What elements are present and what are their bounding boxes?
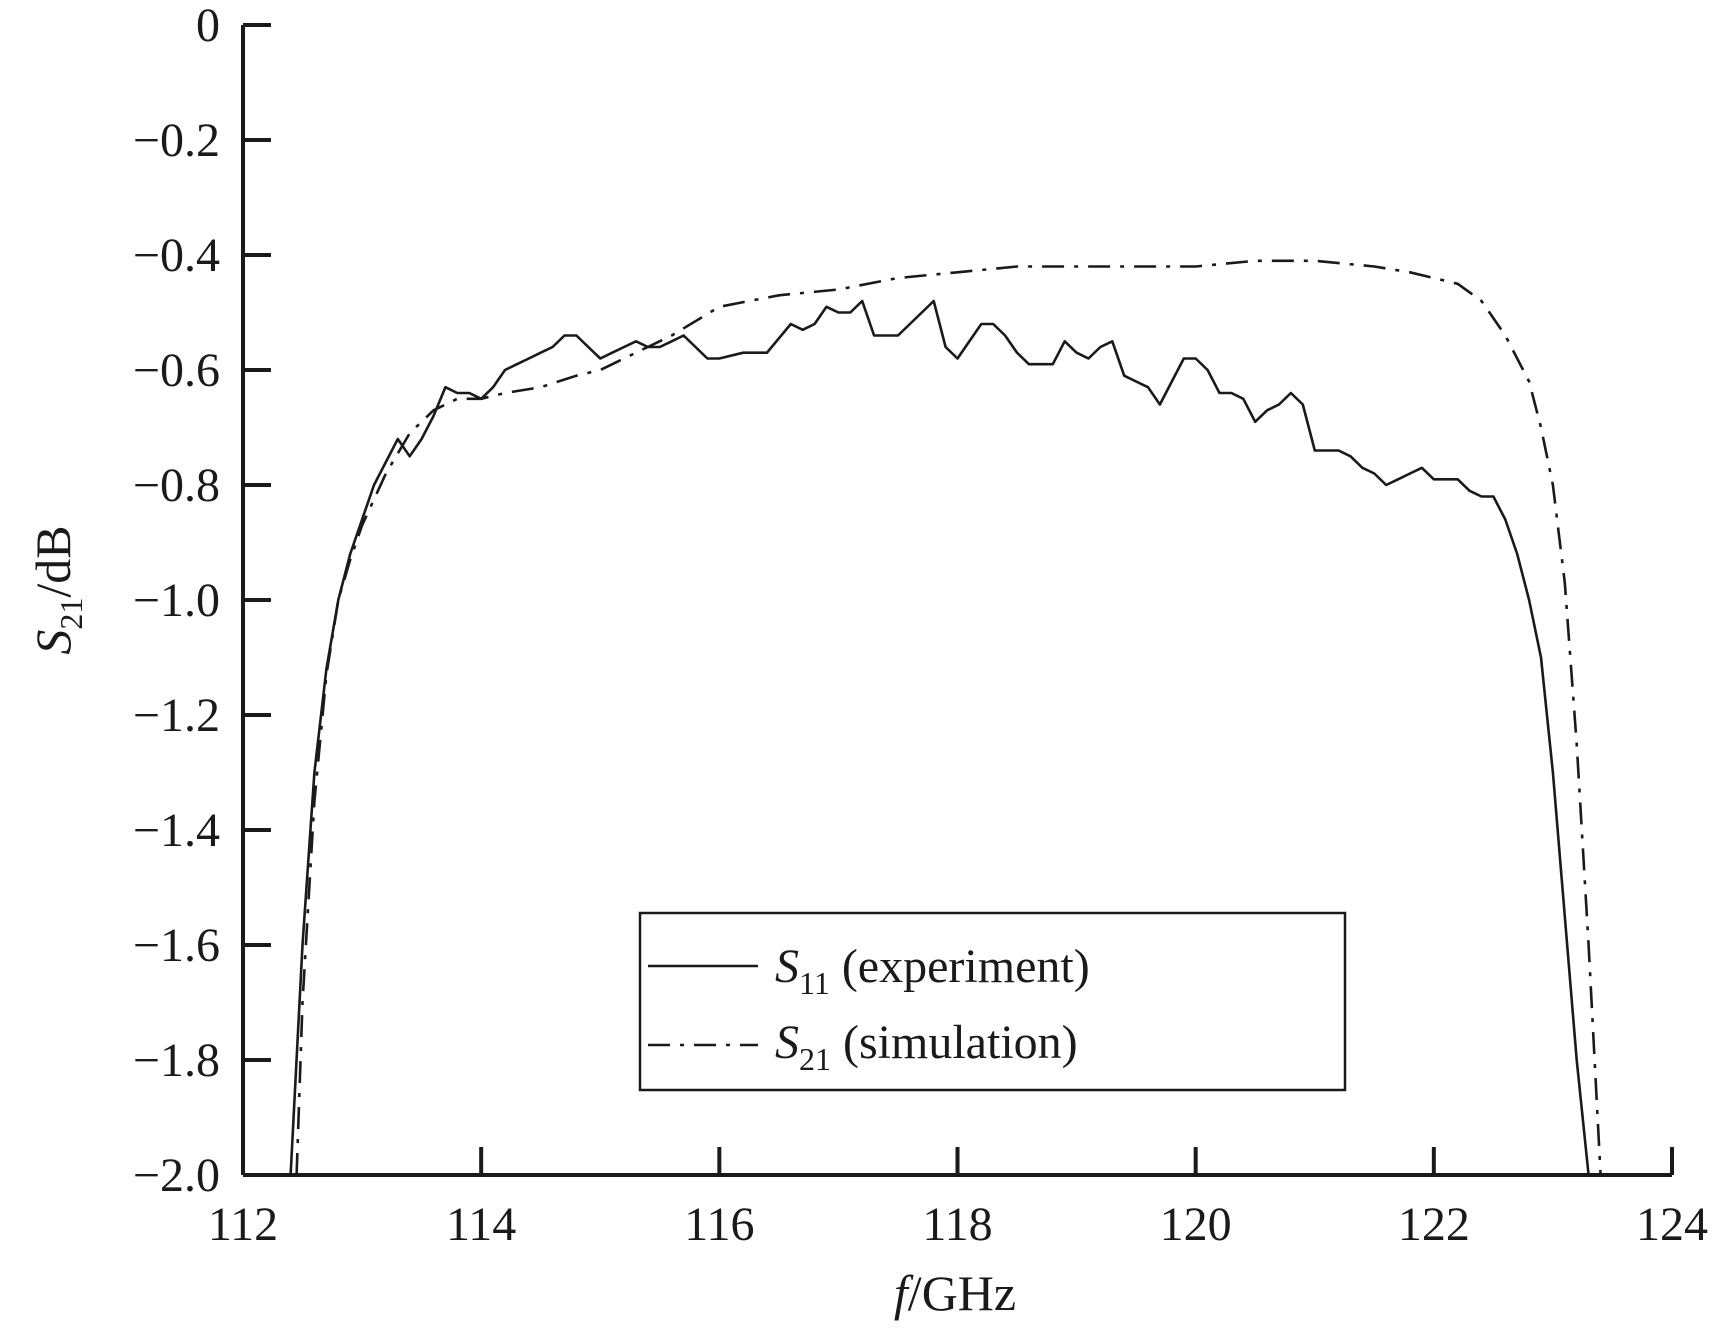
y-axis-title-symbol: S — [25, 630, 81, 655]
x-tick-label: 114 — [446, 1198, 516, 1251]
legend: S11 (experiment) S21 (simulation) — [638, 911, 1347, 1092]
y-axis-title-unit: /dB — [25, 525, 81, 597]
y-tick-label: −1.2 — [133, 689, 220, 742]
y-tick-label: −0.4 — [133, 229, 220, 282]
legend-label-experiment-symbol: S — [775, 940, 799, 993]
svg-text:S21/dB: S21/dB — [25, 525, 89, 654]
y-tick-label: −0.6 — [133, 344, 220, 397]
x-tick-label: 116 — [684, 1198, 754, 1251]
y-tick-label: −2.0 — [133, 1149, 220, 1202]
x-axis-title-unit: /GHz — [908, 1265, 1016, 1321]
series-line-experiment — [289, 299, 1590, 1176]
x-tick-label: 122 — [1398, 1198, 1470, 1251]
y-tick-label: −1.4 — [133, 804, 220, 857]
y-tick-label: −1.6 — [133, 919, 220, 972]
legend-label-simulation-symbol: S — [775, 1016, 799, 1069]
y-tick-label: −0.8 — [133, 459, 220, 512]
legend-label-experiment: S11 (experiment) — [775, 940, 1090, 1001]
legend-label-simulation-text: (simulation) — [831, 1016, 1078, 1069]
y-tick-label: −1.8 — [133, 1034, 220, 1087]
legend-label-experiment-text: (experiment) — [830, 940, 1090, 993]
y-tick-label: −1.0 — [133, 574, 220, 627]
legend-label-simulation-subscript: 21 — [799, 1041, 831, 1077]
x-tick-label: 118 — [922, 1198, 992, 1251]
x-tick-label: 112 — [208, 1198, 278, 1251]
y-axis-title-subscript: 21 — [53, 598, 89, 630]
y-axis: 0 −0.2 −0.4 −0.6 −0.8 −1.0 −1.2 −1.4 −1.6 −1.8 −2.… — [133, 0, 271, 1202]
series-line-simulation — [295, 259, 1602, 1176]
y-tick-label: −0.2 — [133, 114, 220, 167]
legend-label-experiment-subscript: 11 — [799, 965, 830, 1001]
x-tick-label: 120 — [1160, 1198, 1232, 1251]
y-tick-label: 0 — [196, 0, 220, 52]
plot-series — [289, 259, 1602, 1176]
y-axis-title: S21/dB — [25, 525, 89, 654]
x-tick-label: 124 — [1636, 1198, 1708, 1251]
legend-box — [638, 911, 1347, 1092]
x-axis-title: f/GHz — [894, 1265, 1016, 1321]
legend-label-simulation: S21 (simulation) — [775, 1016, 1078, 1077]
x-axis: 112 114 116 118 120 122 124 — [208, 1147, 1708, 1251]
